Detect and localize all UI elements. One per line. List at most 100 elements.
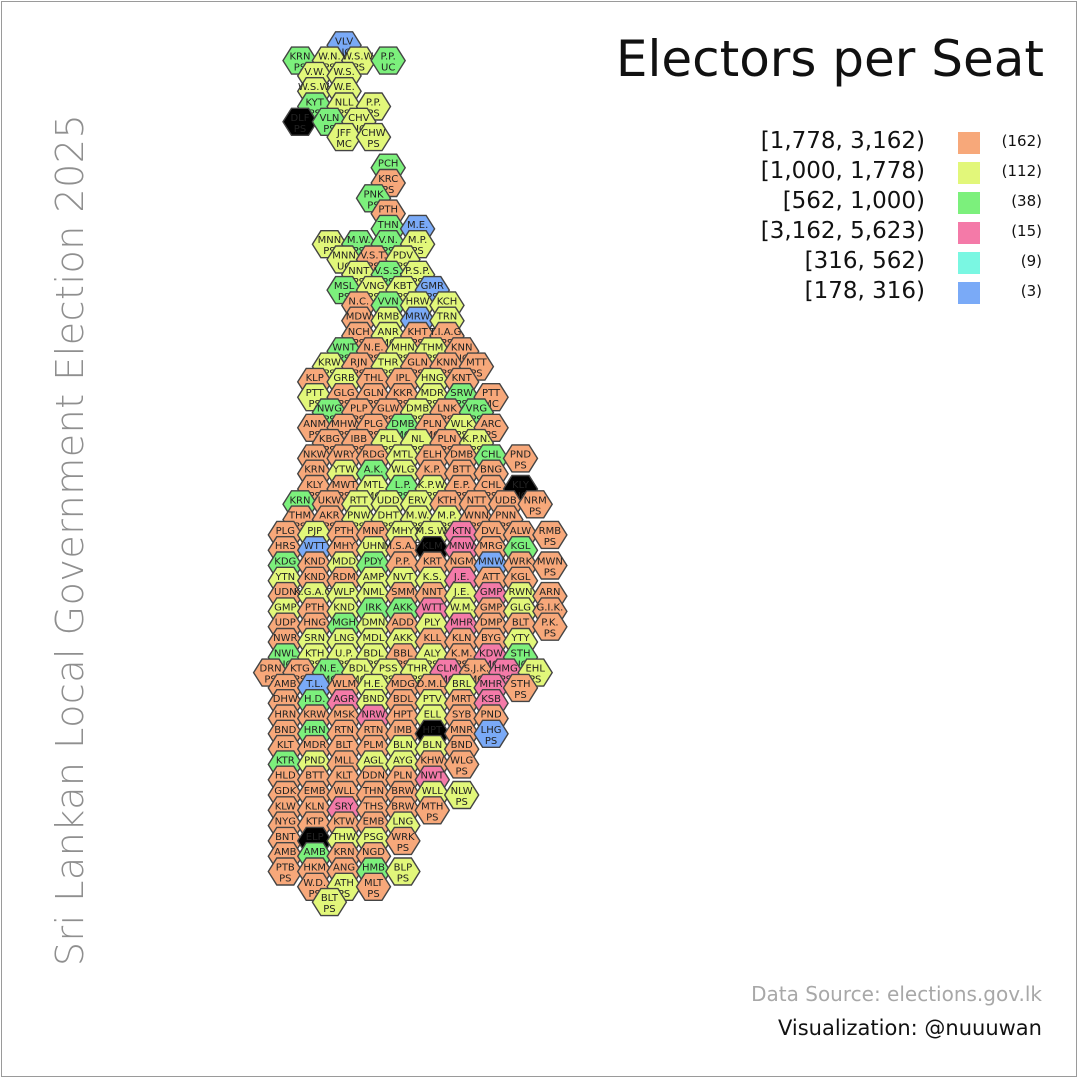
hex-label-top: LNG — [392, 817, 413, 828]
hex-label-top: MTH — [421, 801, 443, 812]
hex-label-top: H.E. — [363, 679, 383, 690]
hex-label-top: MDW — [346, 312, 372, 323]
hex-label-top: RJN — [350, 358, 367, 369]
hex-label-top: AMB — [304, 847, 326, 858]
hex-label-top: GMP — [274, 602, 296, 613]
hex-label-top: MHR — [480, 679, 503, 690]
hex-label-top: KND — [333, 602, 355, 613]
hex-label-top: DDN — [362, 771, 385, 782]
hex-label-top: W.D. — [303, 878, 326, 889]
hex-label-top: ARC — [481, 419, 501, 430]
hex-label-top: V.N. — [379, 235, 398, 246]
hex-label-top: KNT — [452, 373, 473, 384]
hex-label-top: M.S.W. — [416, 526, 449, 537]
hex-label-top: RMB — [539, 526, 562, 537]
hex-label-top: NTT — [467, 495, 487, 506]
hex-label-top: THM — [420, 342, 443, 353]
hex-label-top: NRM — [524, 495, 547, 506]
hex-label-top: GLG — [510, 602, 531, 613]
hex-label-top: T.I.A.G. — [429, 327, 465, 338]
hex-label-top: ANR — [378, 327, 399, 338]
hex-label-top: K.S. — [423, 572, 442, 583]
hex-label-top: DLF — [290, 113, 309, 124]
hex-label-top: MNW — [449, 541, 475, 552]
legend-swatch — [958, 252, 980, 274]
hex-label-top: ELL — [424, 710, 442, 721]
hex-label-top: BLT — [321, 893, 339, 904]
hex-label-top: IMB — [394, 725, 413, 736]
hex-label-bottom: PS — [367, 889, 379, 900]
legend-count: (15) — [1011, 222, 1042, 240]
hex-shape — [443, 750, 480, 779]
hex-label-top: MTT — [466, 358, 488, 369]
hex-label-top: NYG — [275, 817, 296, 828]
hex-label-top: AKK — [393, 633, 413, 644]
hex-label-bottom: PS — [367, 659, 379, 670]
hex-label-top: KHT — [408, 327, 429, 338]
hex-label-top: HPT — [393, 710, 414, 721]
hex-label-top: HPT — [422, 725, 443, 736]
hex-label-top: KTH — [437, 495, 456, 506]
hex-label-top: P.P. — [381, 52, 396, 63]
hex-label-bottom: PS — [279, 874, 291, 885]
hex-shape — [532, 520, 568, 550]
hex-label-top: IBB — [350, 434, 367, 445]
hex-label-bottom: PS — [529, 506, 541, 517]
page-title: Electors per Seat — [615, 30, 1044, 88]
hex-label-bottom: PS — [338, 659, 350, 670]
hex-label-top: ALY — [424, 648, 442, 659]
hex-label-top: AGL — [364, 755, 384, 766]
hex-shape — [532, 551, 568, 580]
hex-label-top: WRK — [509, 557, 533, 568]
hex-label-top: UDD — [377, 495, 400, 506]
hex-label-bottom: PS — [323, 63, 335, 74]
hex-label-top: WLP — [333, 587, 355, 598]
hex-label-top: NGD — [362, 847, 385, 858]
hex-label-bottom: PS — [500, 675, 512, 686]
hex-label-top: HRS — [275, 541, 296, 552]
hex-label-bottom: PS — [514, 690, 526, 701]
hex-label-bottom: PS — [426, 491, 438, 502]
hex-label-top: AGR — [333, 694, 354, 705]
hex-shape — [502, 444, 539, 473]
legend-range: [1,778, 3,162) — [760, 128, 925, 154]
hex-label-top: UDP — [275, 618, 296, 629]
hex-label-top: HMB — [362, 863, 385, 874]
hex-label-top: RTN — [364, 725, 384, 736]
hex-label-top: BTT — [452, 465, 472, 476]
hex-label-top: WRY — [333, 449, 356, 460]
hex-label-top: VVN — [378, 296, 399, 307]
hex-label-top: MSL — [334, 281, 355, 292]
hex-label-bottom: PS — [353, 369, 365, 380]
hex-label-top: STH — [511, 679, 531, 690]
hex-label-top: M.E. — [407, 220, 428, 231]
hex-label-top: THR — [406, 664, 428, 675]
hex-label-top: AKR — [319, 511, 339, 522]
hex-label-top: KRW — [318, 358, 341, 369]
hex-label-top: KTG — [290, 664, 310, 675]
hex-label-top: IRK — [365, 602, 382, 613]
hex-label-top: MWN — [537, 557, 563, 568]
hex-shape — [502, 673, 539, 703]
hex-label-top: BRW — [391, 801, 414, 812]
hex-label-top: T.L. — [305, 679, 323, 690]
hex-label-top: K.P. — [424, 465, 441, 476]
hex-label-bottom: PS — [544, 629, 556, 640]
hex-label-bottom: PS — [470, 415, 482, 426]
hex-label-bottom: MC — [336, 139, 352, 150]
hex-label-top: BLP — [394, 863, 412, 874]
hex-label-top: BNG — [480, 465, 502, 476]
hex-label-top: K.G.A.G. — [294, 587, 335, 598]
hex-label-top: THS — [363, 801, 384, 812]
hex-label-top: PND — [480, 710, 502, 721]
hex-label-bottom: PS — [441, 445, 453, 456]
hex-label-top: P.P. — [366, 98, 381, 109]
hex-shape — [267, 857, 304, 886]
hex-label-top: HKM — [303, 863, 326, 874]
hex-label-bottom: PS — [456, 430, 468, 441]
hex-label-bottom: PS — [294, 63, 306, 74]
